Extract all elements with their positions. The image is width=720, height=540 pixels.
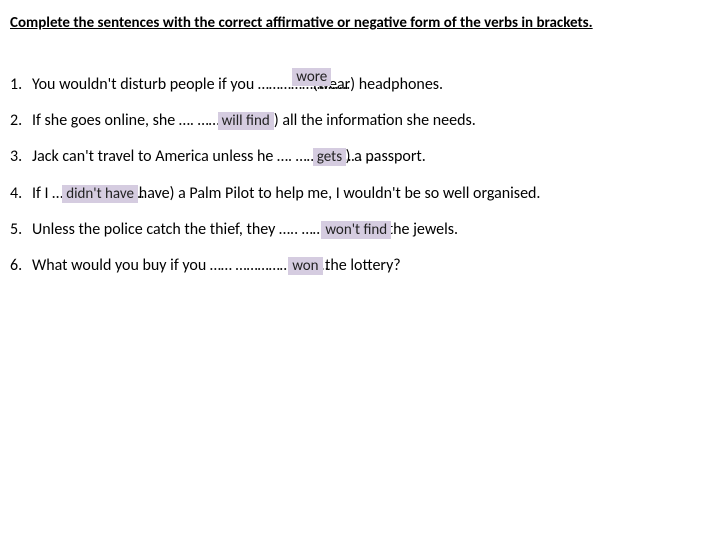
- sentence-row: 6. What would you buy if you …… ……………. .…: [10, 255, 710, 277]
- sentence-number: 1.: [10, 74, 22, 96]
- answer-highlight: won: [288, 257, 322, 275]
- sentence-post: (find) all the information she needs.: [244, 111, 476, 130]
- sentence-number: 4.: [10, 183, 22, 205]
- sentence-number: 6.: [10, 255, 22, 277]
- sentence-row: 5. Unless the police catch the thief, th…: [10, 219, 710, 241]
- answer-highlight: wore: [292, 68, 331, 86]
- sentence-number: 2.: [10, 110, 22, 132]
- instructions-heading: Complete the sentences with the correct …: [10, 14, 710, 34]
- answer-highlight: didn't have: [62, 185, 138, 203]
- answer-highlight: will find: [218, 112, 274, 130]
- sentence-list: 1. You wouldn't disturb people if you ………: [10, 74, 710, 278]
- answer-highlight: gets: [313, 148, 346, 166]
- answer-highlight: won't find: [321, 221, 391, 239]
- sentence-post: (have) a Palm Pilot to help me, I wouldn…: [134, 184, 541, 203]
- worksheet-page: Complete the sentences with the correct …: [0, 0, 720, 306]
- sentence-row: 1. You wouldn't disturb people if you ………: [10, 74, 710, 96]
- sentence-row: 2. If she goes online, she …. ……………….. w…: [10, 110, 710, 132]
- sentence-number: 3.: [10, 146, 22, 168]
- sentence-row: 4. If I ……………………. didn't have(have) a Pa…: [10, 183, 710, 205]
- sentence-number: 5.: [10, 219, 22, 241]
- sentence-row: 3. Jack can't travel to America unless h…: [10, 146, 710, 168]
